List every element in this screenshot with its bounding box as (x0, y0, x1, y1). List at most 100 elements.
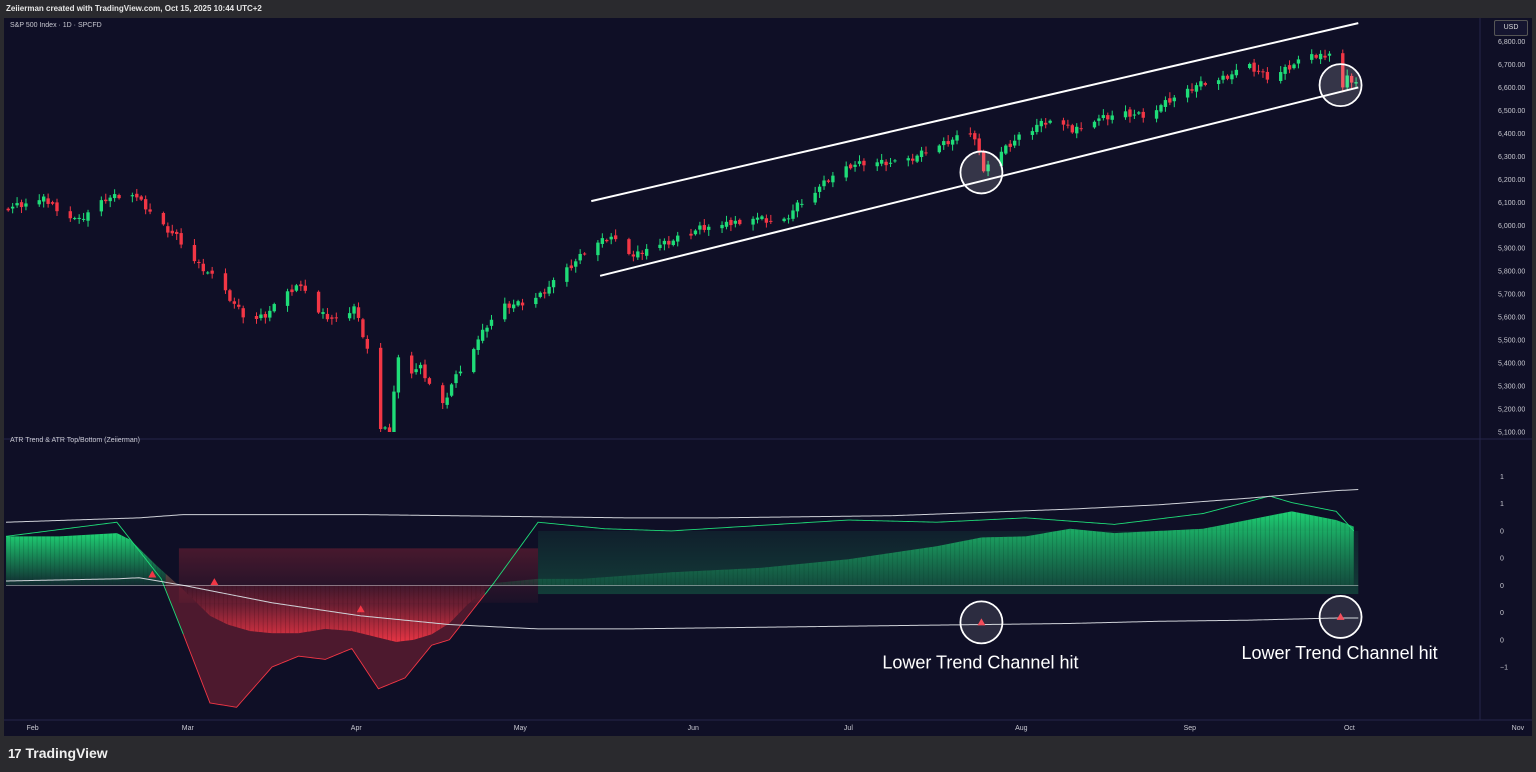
lower-trend-channel (599, 86, 1359, 277)
candle-body (68, 211, 72, 219)
candle-body (259, 314, 263, 319)
candle-body (1247, 63, 1252, 69)
candle-body (1323, 55, 1327, 58)
candle-body (1123, 111, 1128, 118)
candle-body (285, 291, 290, 306)
candle-body (507, 303, 511, 308)
candle-body (1137, 112, 1141, 114)
candle-body (520, 302, 525, 306)
candle-body (378, 347, 383, 430)
attribution-bar: Zeiierman created with TradingView.com, … (0, 0, 1536, 18)
candle-body (423, 364, 427, 379)
candle-body (720, 224, 724, 229)
candle-body (1110, 115, 1114, 120)
candle-body (543, 292, 547, 294)
candle-body (875, 162, 879, 167)
time-tick-label: Feb (27, 725, 39, 732)
price-tick-label: 5,800.00 (1498, 269, 1525, 276)
channel-touch-highlight (959, 150, 1004, 195)
candle-body (299, 284, 303, 287)
atr-trend-bull-area (491, 511, 1354, 586)
candle-body (485, 327, 489, 332)
candle-body (1203, 83, 1208, 85)
channel-hit-marker (210, 578, 219, 586)
candle-body (853, 164, 857, 167)
price-tick-label: 5,700.00 (1498, 292, 1525, 299)
candle-body (1163, 100, 1168, 107)
candle-body (458, 371, 463, 374)
candle-body (1004, 145, 1008, 154)
indicator-tick-label: 1 (1500, 501, 1504, 508)
candle-body (1079, 128, 1083, 130)
candle-body (1172, 97, 1176, 102)
candle-body (1048, 120, 1052, 123)
candle-body (1008, 143, 1012, 147)
candle-body (427, 378, 432, 384)
candle-body (800, 203, 804, 205)
candle-body (937, 145, 941, 153)
chart-canvas[interactable]: 6,800.00 6,700.00 6,600.00 6,500.00 6,400.00… (4, 18, 1532, 736)
candle-body (179, 233, 183, 245)
candle-body (356, 307, 361, 318)
indicator-tick-label: 0 (1500, 528, 1504, 535)
candle-body (565, 267, 569, 282)
candle-body (893, 160, 897, 162)
candle-body (600, 238, 605, 244)
candle-body (658, 244, 662, 248)
candle-body (662, 240, 667, 245)
candle-body (316, 291, 321, 313)
atr-upper-band-line (484, 495, 1355, 595)
candle-body (1327, 53, 1332, 56)
candle-body (817, 186, 822, 192)
candle-body (613, 235, 618, 240)
price-tick-label: 5,500.00 (1498, 338, 1525, 345)
candle-body (418, 364, 423, 369)
candle-body (352, 306, 356, 314)
candle-body (693, 230, 698, 235)
candle-body (1279, 72, 1283, 81)
atr-bottom-line (5, 577, 1359, 630)
candle-body (596, 242, 600, 256)
candle-body (396, 357, 401, 393)
channel-hit-marker (977, 618, 986, 626)
candle-body (410, 355, 414, 374)
candle-body (1066, 124, 1070, 126)
annotation-label: Lower Trend Channel hit (882, 652, 1078, 672)
indicator-tick-label: 0 (1500, 583, 1504, 590)
candle-body (166, 226, 170, 233)
candle-body (19, 202, 24, 208)
candle-body (1061, 120, 1066, 125)
channel-hit-marker (356, 605, 365, 613)
candle-body (698, 225, 702, 230)
candle-body (826, 180, 831, 182)
atr-trend-bull-area (6, 533, 177, 586)
candle-body (503, 303, 507, 320)
candle-body (1044, 122, 1048, 125)
candle-body (1287, 65, 1292, 70)
time-tick-label: Jun (688, 725, 699, 732)
brand[interactable]: 17 TradingView (8, 745, 108, 761)
candle-body (272, 304, 276, 312)
currency-badge[interactable]: USD (1494, 20, 1528, 36)
candle-body (37, 200, 41, 205)
candle-body (844, 166, 848, 178)
chart-area[interactable]: 6,800.00 6,700.00 6,600.00 6,500.00 6,400.00… (4, 18, 1532, 736)
candle-body (1070, 125, 1074, 133)
candle-body (414, 369, 418, 373)
candle-body (1012, 140, 1017, 146)
candle-body (1154, 110, 1159, 119)
candle-body (143, 199, 148, 210)
candle-body (1345, 75, 1349, 88)
candle-body (813, 192, 817, 203)
candle-body (924, 152, 928, 154)
candle-body (1234, 69, 1239, 76)
indicator-tick-label: 0 (1500, 637, 1504, 644)
atr-upper-band-line (5, 521, 184, 635)
candle-body (387, 427, 392, 432)
candle-body (1132, 114, 1137, 116)
candle-body (582, 253, 587, 255)
candle-body (786, 218, 791, 220)
candle-body (911, 158, 915, 161)
candle-body (476, 339, 480, 350)
footer: 17 TradingView (0, 736, 1536, 772)
